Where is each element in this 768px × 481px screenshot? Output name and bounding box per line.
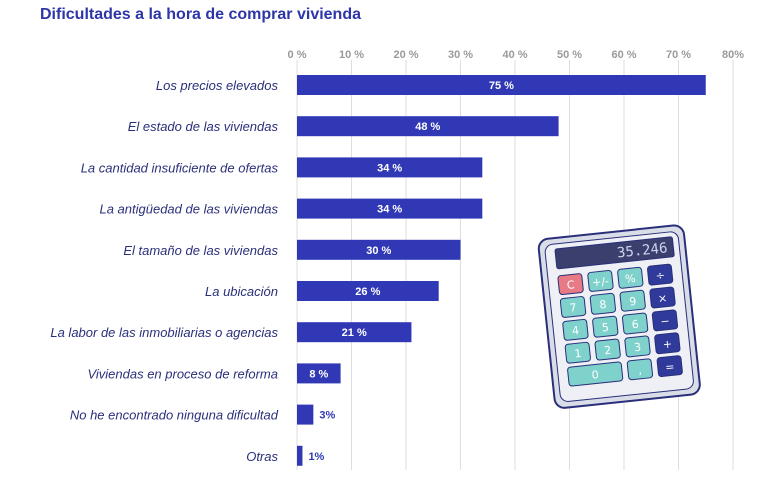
category-label: La ubicación bbox=[205, 284, 278, 299]
calculator-key bbox=[594, 338, 621, 361]
calculator-key-label: 5 bbox=[601, 321, 609, 335]
calculator-key-label: 2 bbox=[604, 344, 612, 358]
category-label: La antigüedad de las viviendas bbox=[99, 202, 278, 217]
x-tick-label: 50 % bbox=[557, 49, 582, 61]
calculator-key-label: = bbox=[665, 360, 676, 374]
bar bbox=[297, 116, 559, 137]
category-labels: Los precios elevados El estado de las viv… bbox=[50, 78, 278, 464]
calculator-key-label: C bbox=[566, 278, 575, 292]
calculator-key bbox=[559, 296, 587, 318]
bar bbox=[297, 239, 461, 260]
bar bbox=[297, 75, 706, 95]
calculator-key bbox=[649, 286, 676, 309]
x-tick-label: 80% bbox=[722, 49, 744, 61]
x-tick-label: 60 % bbox=[611, 49, 636, 61]
calculator-key-label: 0 bbox=[591, 368, 599, 382]
calculator-key-label: , bbox=[638, 364, 643, 377]
calculator-key bbox=[557, 273, 584, 295]
bars bbox=[297, 75, 706, 466]
category-label: El tamaño de las viviendas bbox=[123, 243, 278, 258]
calculator-key-label: 3 bbox=[633, 341, 641, 355]
category-label: No he encontrado ninguna dificultad bbox=[70, 408, 279, 423]
calculator-display bbox=[554, 236, 675, 270]
calculator-display-text: 35.246 bbox=[616, 240, 668, 261]
x-tick-label: 40 % bbox=[502, 49, 527, 61]
category-label: Viviendas en proceso de reforma bbox=[87, 366, 278, 381]
calculator-keys: C +/-% ÷ 7 8 9 × 4 5 6 − 1 2 3 +0, = bbox=[557, 263, 683, 387]
x-tick-label: 20 % bbox=[393, 49, 418, 61]
calculator-key bbox=[567, 361, 624, 387]
calculator-key bbox=[624, 335, 651, 358]
x-tick-label: 0 % bbox=[288, 49, 307, 61]
data-label: 1% bbox=[308, 451, 324, 463]
calculator-key bbox=[654, 332, 681, 355]
calculator-key-label: 6 bbox=[631, 318, 639, 332]
bar bbox=[297, 281, 439, 301]
category-label: La cantidad insuficiente de ofertas bbox=[81, 160, 279, 175]
bar bbox=[297, 445, 303, 466]
calculator-key-label: +/- bbox=[591, 275, 609, 290]
x-axis-ticks: 0 % 10 % 20 % 30 % 40 % 50 % 60 % 70 % 80% bbox=[288, 49, 745, 61]
calculator-key bbox=[589, 292, 616, 315]
calculator-key bbox=[617, 266, 644, 289]
calculator-key-label: + bbox=[662, 337, 673, 351]
calculator-key bbox=[592, 315, 619, 338]
bar bbox=[297, 404, 314, 425]
data-label: 48 % bbox=[415, 121, 440, 133]
calculator-key-label: ÷ bbox=[655, 269, 666, 283]
calculator-key bbox=[564, 341, 591, 364]
category-label: Los precios elevados bbox=[156, 78, 279, 93]
x-tick-label: 10 % bbox=[339, 49, 364, 61]
calculator-key bbox=[656, 355, 683, 378]
chart-title: Dificultades a la hora de comprar vivien… bbox=[40, 6, 361, 23]
bar bbox=[297, 198, 483, 219]
calculator-key-label: 9 bbox=[629, 295, 637, 309]
data-label: 21 % bbox=[342, 327, 367, 339]
x-tick-label: 70 % bbox=[666, 49, 691, 61]
calculator-illustration: 35.246 C +/-% ÷ 7 8 9 × 4 5 6 − 1 2 3 +0, = bbox=[537, 224, 701, 409]
data-label: 34 % bbox=[377, 162, 402, 174]
calculator-key bbox=[619, 289, 646, 312]
calculator-key-label: × bbox=[657, 292, 668, 306]
calculator-key bbox=[647, 263, 674, 286]
calculator-key bbox=[587, 270, 614, 292]
category-label: El estado de las viviendas bbox=[128, 119, 279, 134]
calculator-key bbox=[626, 358, 654, 381]
calculator-key-label: − bbox=[660, 314, 671, 328]
calculator-key-label: 1 bbox=[574, 347, 582, 361]
data-label: 75 % bbox=[489, 80, 514, 92]
data-label: 3% bbox=[319, 410, 335, 422]
calculator-key-label: 7 bbox=[569, 301, 577, 315]
bar bbox=[297, 157, 483, 178]
calculator-key bbox=[651, 309, 679, 332]
data-label: 8 % bbox=[309, 368, 328, 380]
bar bbox=[297, 322, 412, 343]
bar bbox=[297, 363, 341, 384]
data-label: 34 % bbox=[377, 204, 402, 216]
data-label: 26 % bbox=[355, 286, 380, 298]
calculator-key-label: % bbox=[625, 272, 637, 286]
calculator-key bbox=[621, 312, 649, 335]
calculator-key bbox=[562, 318, 589, 341]
data-label: 30 % bbox=[366, 245, 391, 257]
calculator-key-label: 8 bbox=[599, 298, 607, 312]
data-labels: 75 % 48 % 34 % 34 % 30 % 26 % 21 % 8 % 3% 1% bbox=[308, 80, 514, 463]
calculator-key-label: 4 bbox=[571, 324, 579, 338]
category-label: La labor de las inmobiliarias o agencias bbox=[50, 325, 278, 340]
x-tick-label: 30 % bbox=[448, 49, 473, 61]
category-label: Otras bbox=[246, 449, 278, 464]
